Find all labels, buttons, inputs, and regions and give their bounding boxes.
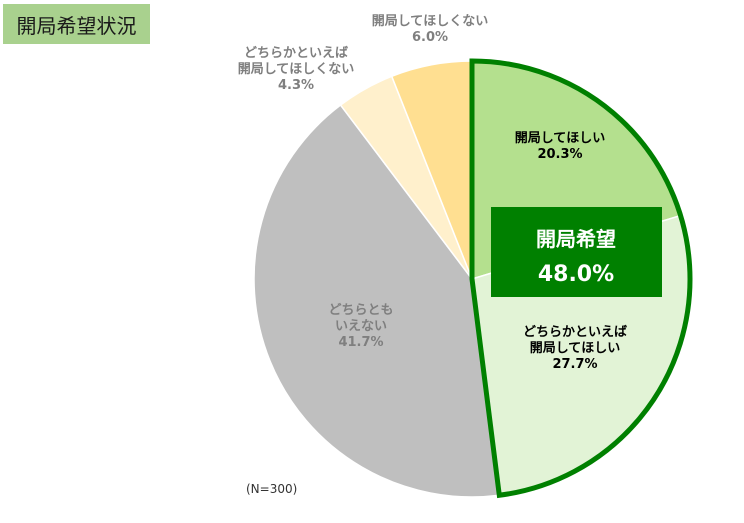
slice-label-neutral: いえない <box>335 319 387 334</box>
slice-value-want: 20.3% <box>537 147 582 162</box>
slice-value-not-want: 6.0% <box>412 30 448 45</box>
slice-value-rather-not-want: 4.3% <box>278 78 314 93</box>
slice-value-rather-want: 27.7% <box>552 357 597 372</box>
sample-size-note: (N=300) <box>246 482 297 496</box>
pie-slice-neutral <box>253 104 501 498</box>
highlight-label: 開局希望 <box>536 227 616 251</box>
slice-label-rather-want: 開局してほしい <box>530 341 621 356</box>
slice-label-rather-not-want: 開局してほしくない <box>238 62 355 77</box>
chart-title: 開局希望状況 <box>3 4 150 44</box>
highlight-value: 48.0% <box>538 262 614 287</box>
slice-label-neutral: どちらとも <box>328 303 393 318</box>
slice-label-not-want: 開局してほしくない <box>372 14 489 29</box>
slice-value-neutral: 41.7% <box>338 335 383 350</box>
highlight-box <box>491 207 662 297</box>
highlight-border <box>469 58 693 499</box>
slice-label-rather-not-want: どちらかといえば <box>244 46 348 61</box>
slice-label-rather-want: どちらかといえば <box>523 325 627 340</box>
slice-label-want: 開局してほしい <box>515 131 606 146</box>
